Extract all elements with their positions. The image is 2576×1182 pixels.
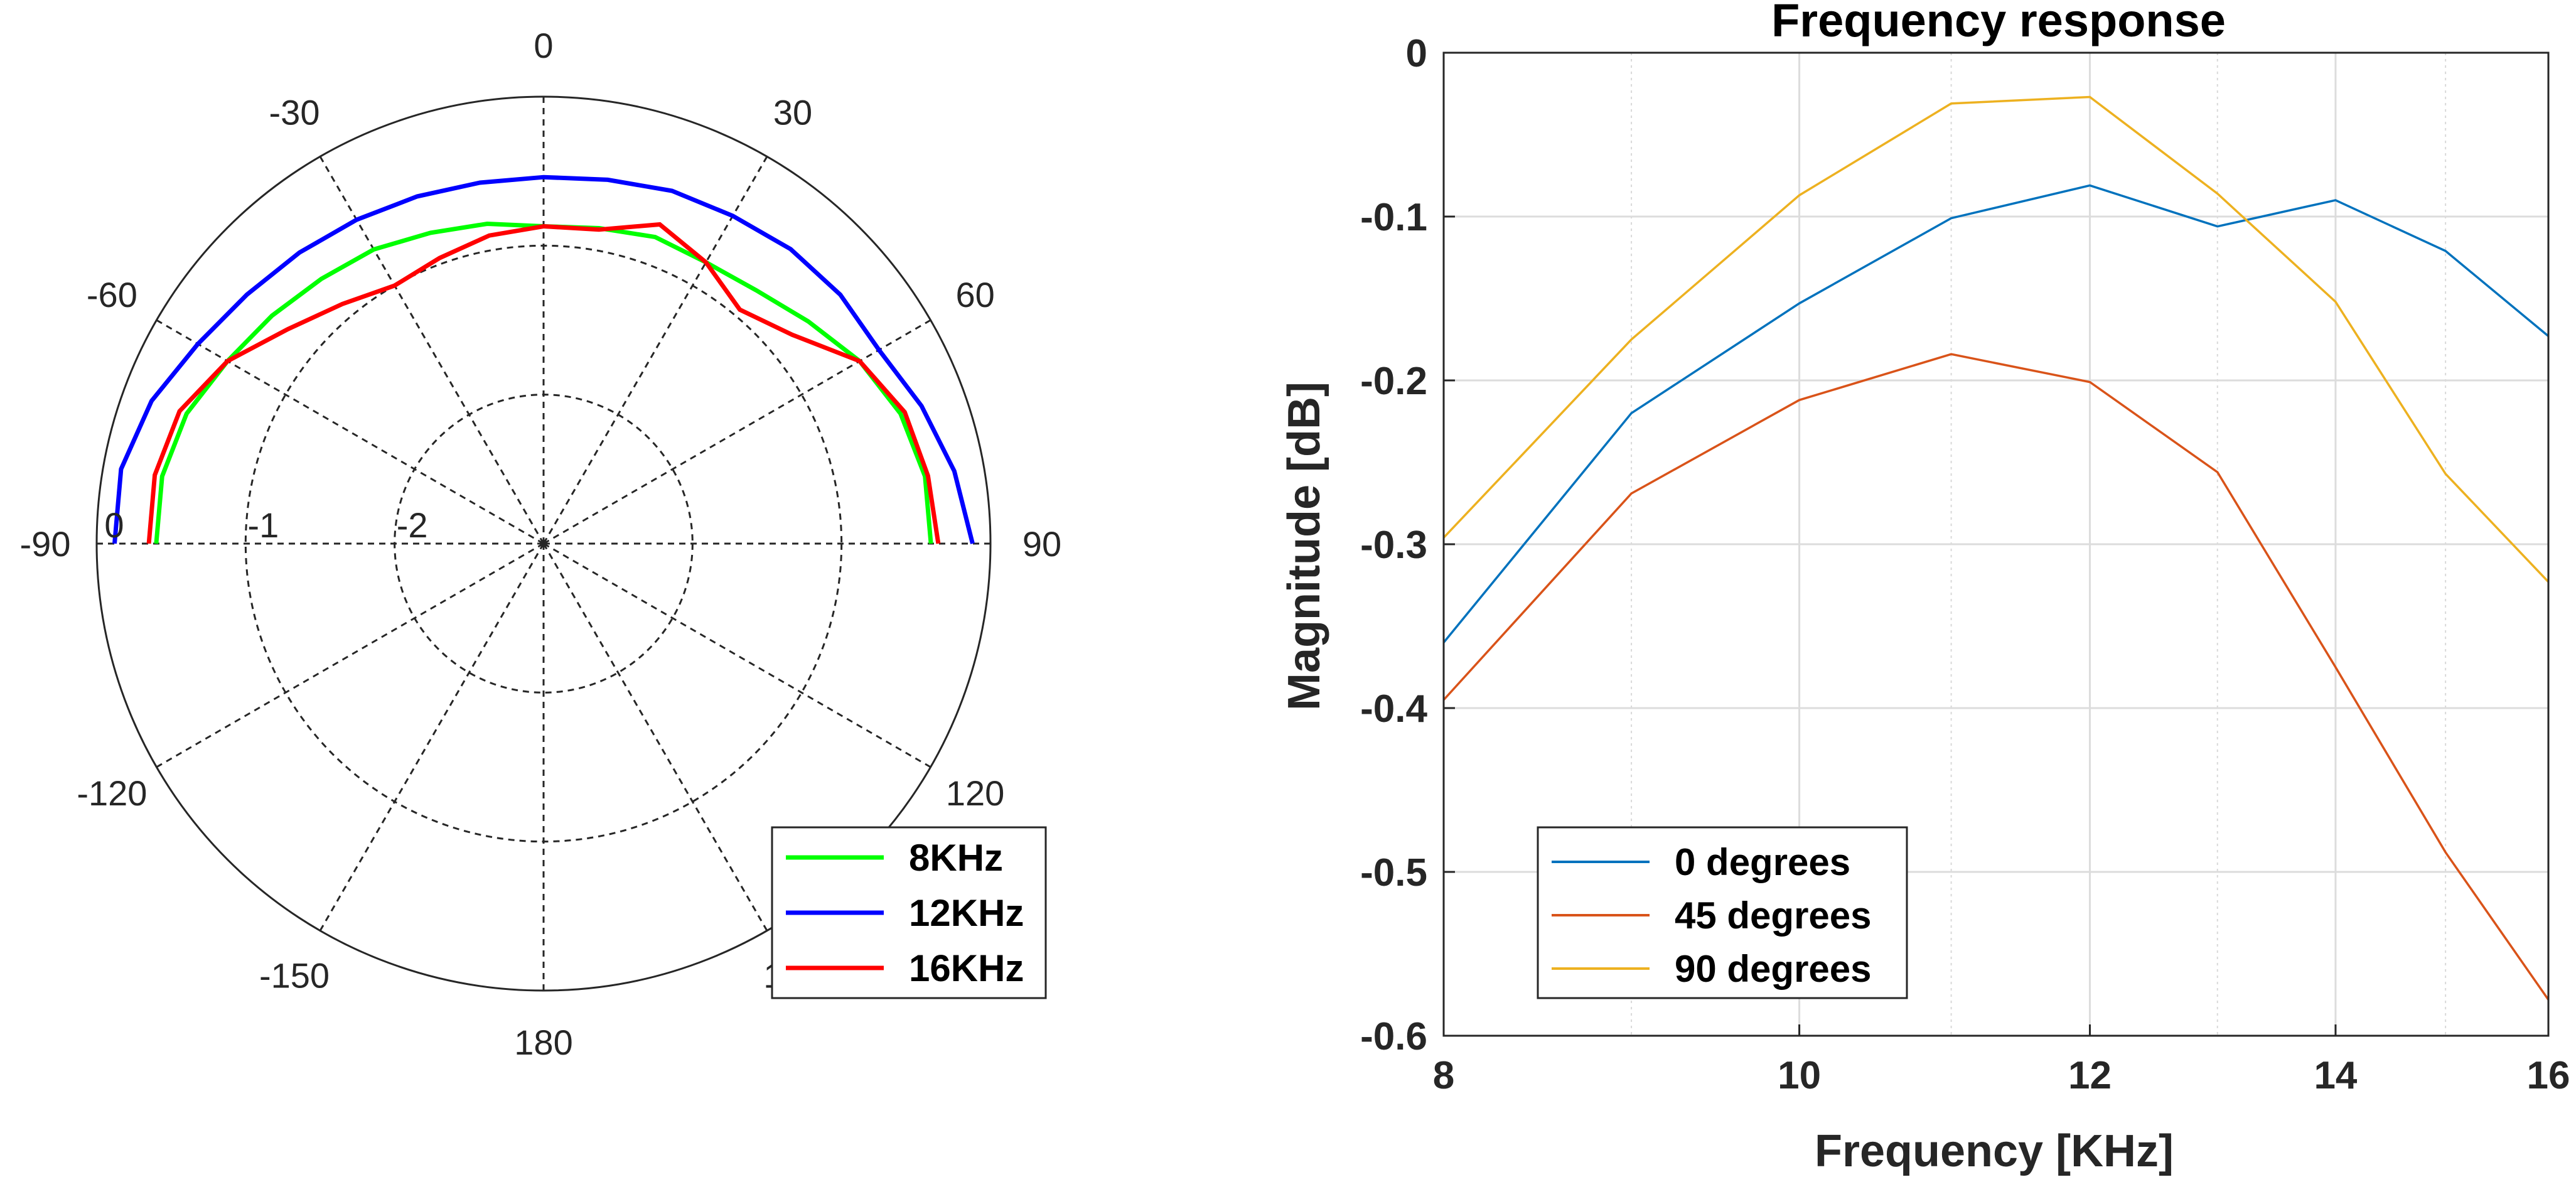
polar-r-tick-label: 0	[104, 505, 124, 545]
cartesian-legend: 0 degrees 45 degrees 90 degrees	[1537, 826, 1908, 999]
polar-theta-tick-label: -120	[77, 773, 147, 813]
y-tick-label: -0.4	[1360, 687, 1427, 731]
polar-plot: 0306090120150180-150-120-90-60-30-2-10 8…	[20, 26, 1062, 1062]
frequency-response-plot: 8 10 12 14 16 0 -0.1 -0.2 -0.3 -0.4 -0.5 -0.6 0 deg…	[1279, 0, 2570, 1176]
x-tick-label: 16	[2527, 1054, 2570, 1097]
polar-theta-tick-label: 180	[514, 1023, 572, 1062]
x-axis-label: Frequency [KHz]	[1815, 1126, 2174, 1176]
polar-theta-tick-label: 30	[773, 92, 812, 132]
cartesian-legend-label: 45 degrees	[1675, 895, 1872, 937]
y-tick-label: 0	[1406, 32, 1427, 75]
series-line	[1442, 184, 2550, 643]
polar-theta-tick-label: -90	[20, 524, 71, 564]
polar-grid	[95, 95, 992, 992]
polar-theta-tick-label: -30	[269, 92, 320, 132]
y-tick-label: -0.1	[1360, 196, 1427, 239]
polar-legend: 8KHz 12KHz 16KHz	[771, 826, 1047, 999]
x-tick-label: 8	[1433, 1054, 1454, 1097]
series-line	[1442, 95, 2550, 583]
polar-r-tick-label: -1	[247, 505, 279, 545]
polar-series-line	[112, 175, 975, 544]
cartesian-axes: 8 10 12 14 16 0 -0.1 -0.2 -0.3 -0.4 -0.5 -0.6	[1360, 32, 2570, 1097]
polar-theta-tick-label: 60	[955, 275, 994, 314]
x-tick-label: 12	[2068, 1054, 2112, 1097]
cartesian-legend-label: 90 degrees	[1675, 948, 1872, 990]
polar-series-lines	[112, 175, 975, 544]
polar-legend-label: 12KHz	[909, 892, 1024, 934]
cartesian-legend-label: 0 degrees	[1675, 841, 1850, 883]
polar-r-tick-label: -2	[397, 505, 428, 545]
polar-theta-tick-label: -60	[87, 275, 137, 314]
series-line	[1442, 353, 2550, 1001]
polar-theta-tick-label: 0	[534, 26, 553, 65]
polar-theta-tick-label: 90	[1022, 524, 1061, 564]
polar-legend-label: 8KHz	[909, 837, 1003, 879]
polar-theta-tick-label: -150	[259, 956, 330, 996]
y-tick-label: -0.3	[1360, 524, 1427, 567]
polar-theta-tick-label: 120	[946, 773, 1004, 813]
cartesian-legend-box	[1537, 826, 1908, 999]
y-axis-label: Magnitude [dB]	[1279, 382, 1329, 711]
polar-series-line	[146, 222, 941, 544]
y-tick-label: -0.5	[1360, 851, 1427, 895]
x-tick-label: 10	[1778, 1054, 1821, 1097]
cartesian-series-lines	[1442, 95, 2550, 1001]
y-tick-label: -0.2	[1360, 360, 1427, 403]
chart-title: Frequency response	[1771, 0, 2226, 46]
polar-legend-label: 16KHz	[909, 947, 1024, 989]
x-tick-label: 14	[2314, 1054, 2357, 1097]
y-tick-label: -0.6	[1360, 1015, 1427, 1058]
